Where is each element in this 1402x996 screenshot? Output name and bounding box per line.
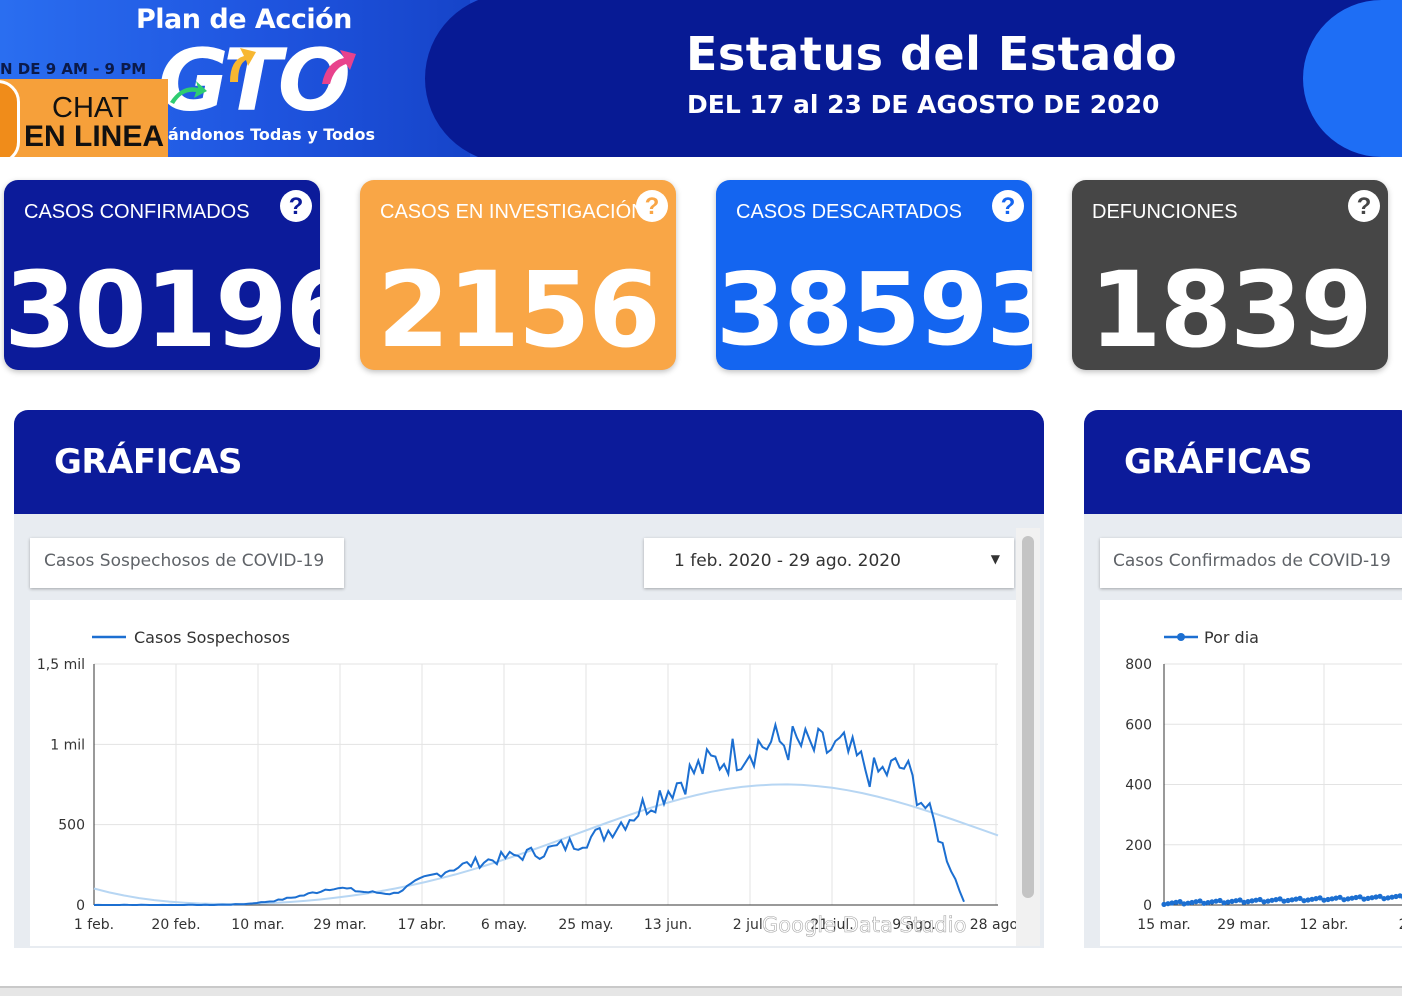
question-circle-icon[interactable]: ? — [636, 190, 668, 222]
x-tick-label: 6 may. — [481, 917, 527, 933]
x-tick-label: 13 jun. — [644, 917, 692, 933]
graficas-panel-header: GRÁFICAS — [14, 410, 1044, 514]
bottom-scroll-track — [0, 986, 1402, 996]
y-tick-label: 1,5 mil — [37, 657, 85, 673]
x-tick-label: 29 mar. — [1217, 917, 1270, 933]
y-tick-label: 200 — [1125, 838, 1152, 854]
y-tick-label: 0 — [76, 898, 85, 914]
scrollbar-thumb[interactable] — [1022, 536, 1034, 898]
metric-selector-label: Casos Confirmados de COVID-19 — [1113, 551, 1391, 571]
graficas-panel-header-2: GRÁFICAS — [1084, 410, 1402, 514]
y-tick-label: 800 — [1125, 657, 1152, 673]
metric-selector-label: Casos Sospechosos de COVID-19 — [44, 551, 325, 571]
x-tick-label: 2 jul. — [733, 917, 767, 933]
y-tick-label: 600 — [1125, 717, 1152, 733]
chat-icon[interactable] — [0, 80, 20, 157]
legend-label: Por dia — [1204, 628, 1259, 647]
chat-schedule: N DE 9 AM - 9 PM — [0, 60, 147, 78]
x-tick-label: 25 may. — [558, 917, 613, 933]
panel-title: GRÁFICAS — [54, 442, 243, 482]
kpi-value: 38593 — [716, 251, 1032, 368]
y-tick-label: 500 — [58, 818, 85, 834]
x-tick-label: 26 a — [1399, 917, 1402, 933]
x-tick-label: 28 ago. — [970, 917, 1016, 933]
kpi-card-investigacion: CASOS EN INVESTIGACIÓN ? 2156 — [360, 180, 676, 370]
header-banner: Plan de Acción GTO ándonos Todas y Todos… — [0, 0, 1402, 157]
data-point — [1161, 901, 1167, 907]
x-tick-label: 20 feb. — [151, 917, 200, 933]
panel-title: GRÁFICAS — [1124, 442, 1313, 482]
x-tick-label: 29 mar. — [313, 917, 366, 933]
x-tick-label: 1 feb. — [74, 917, 114, 933]
status-date-range: DEL 17 al 23 DE AGOSTO DE 2020 — [687, 90, 1160, 119]
question-circle-icon[interactable]: ? — [992, 190, 1024, 222]
kpi-value: 2156 — [377, 249, 660, 370]
dropdown-caret-icon[interactable]: ▼ — [990, 552, 1000, 566]
legend-marker — [1177, 633, 1185, 641]
x-tick-label: 9 ago. — [892, 917, 936, 933]
green-arrow-icon — [170, 81, 207, 104]
date-range-label: 1 feb. 2020 - 29 ago. 2020 — [674, 551, 901, 571]
y-tick-label: 0 — [1143, 898, 1152, 914]
series-line-casos-sospechosos — [93, 720, 965, 907]
question-circle-icon[interactable]: ? — [280, 190, 312, 222]
metric-selector[interactable]: Casos Sospechosos de COVID-19 — [30, 538, 344, 588]
kpi-label: DEFUNCIONES — [1092, 201, 1238, 223]
kpi-label: CASOS DESCARTADOS — [736, 201, 962, 223]
y-tick-label: 1 mil — [50, 737, 85, 753]
x-tick-label: 21 jul. — [810, 917, 853, 933]
header-title-band — [425, 0, 1402, 157]
x-tick-label: 12 abr. — [1300, 917, 1349, 933]
kpi-card-defunciones: DEFUNCIONES ? 1839 — [1072, 180, 1388, 370]
kpi-label: CASOS CONFIRMADOS — [24, 201, 250, 223]
question-circle-icon[interactable]: ? — [1348, 190, 1380, 222]
confirmed-cases-svg: 0 200 400 600 800 15 mar. 29 mar. 12 abr. 26 a Po… — [1125, 628, 1402, 933]
kpi-card-descartados: CASOS DESCARTADOS ? 38593 — [716, 180, 1032, 370]
panel-scrollbar[interactable] — [1016, 528, 1040, 946]
yellow-arrow-icon — [230, 48, 256, 82]
trend-line — [93, 783, 999, 906]
kpi-value: 1839 — [1089, 249, 1372, 370]
status-title: Estatus del Estado — [686, 27, 1178, 81]
logo-subtitle: ándonos Todas y Todos — [168, 125, 375, 144]
suspected-cases-svg: 0 500 1 mil 1,5 mil 1 feb. 20 feb. 10 mar. 29 m… — [37, 628, 1022, 937]
kpi-label: CASOS EN INVESTIGACIÓN — [380, 201, 646, 223]
gto-logo: GTO — [158, 31, 351, 131]
x-tick-label: 10 mar. — [231, 917, 284, 933]
plan-title: Plan de Acción — [136, 4, 352, 35]
date-range-picker[interactable]: 1 feb. 2020 - 29 ago. 2020 ▼ — [644, 538, 1014, 588]
y-tick-label: 400 — [1125, 778, 1152, 794]
chat-label-1[interactable]: CHAT — [52, 92, 129, 124]
watermark-text: Google Data Studio — [762, 913, 966, 937]
suspected-cases-chart: 0 500 1 mil 1,5 mil 1 feb. 20 feb. 10 mar. 29 m… — [30, 600, 1022, 946]
chat-online-button[interactable] — [0, 79, 168, 157]
x-tick-label: 15 mar. — [1137, 917, 1190, 933]
kpi-card-confirmados: CASOS CONFIRMADOS ? 30196 — [4, 180, 320, 370]
kpi-value: 30196 — [4, 249, 320, 370]
confirmed-cases-chart: 0 200 400 600 800 15 mar. 29 mar. 12 abr. 26 a Po… — [1100, 600, 1402, 946]
pink-arrow-icon — [322, 50, 356, 84]
legend-label: Casos Sospechosos — [134, 628, 290, 647]
metric-selector-2[interactable]: Casos Confirmados de COVID-19 — [1100, 538, 1402, 588]
series-line-por-dia — [1163, 894, 1402, 906]
x-tick-label: 17 abr. — [398, 917, 447, 933]
chat-label-2[interactable]: EN LINEA — [24, 120, 165, 153]
